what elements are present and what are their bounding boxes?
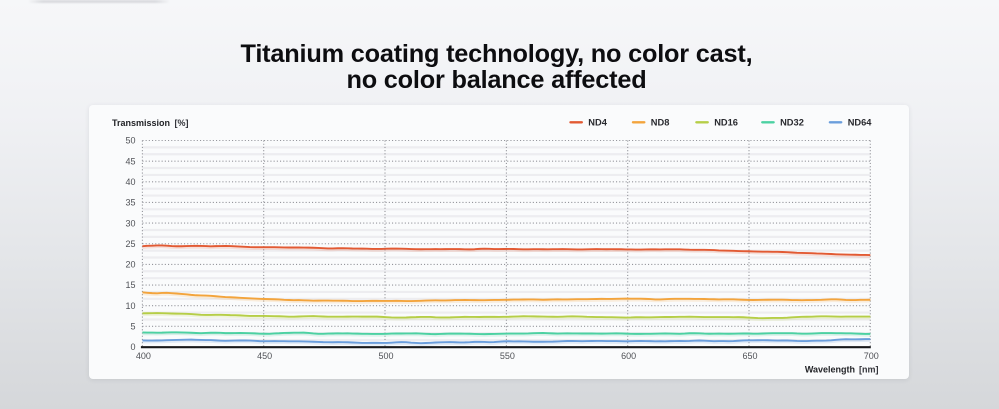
- svg-text:ND32: ND32: [780, 118, 804, 128]
- svg-text:50: 50: [125, 136, 135, 146]
- svg-text:[nm]: [nm]: [859, 365, 879, 375]
- svg-text:550: 550: [500, 351, 515, 361]
- svg-text:ND64: ND64: [848, 118, 873, 128]
- svg-text:20: 20: [125, 260, 135, 270]
- svg-text:400: 400: [136, 351, 151, 361]
- svg-text:10: 10: [125, 301, 135, 311]
- svg-text:Transmission: Transmission: [112, 118, 170, 128]
- svg-text:5: 5: [130, 322, 135, 332]
- svg-text:40: 40: [125, 177, 135, 187]
- svg-text:0: 0: [130, 342, 135, 352]
- svg-text:ND16: ND16: [714, 118, 738, 128]
- svg-text:[%]: [%]: [175, 118, 189, 128]
- svg-text:700: 700: [864, 351, 879, 361]
- svg-text:25: 25: [125, 239, 135, 249]
- svg-text:600: 600: [621, 351, 636, 361]
- svg-text:ND4: ND4: [588, 118, 607, 128]
- svg-text:30: 30: [125, 218, 135, 228]
- svg-text:ND8: ND8: [651, 118, 670, 128]
- svg-text:Wavelength: Wavelength: [805, 365, 855, 375]
- svg-text:500: 500: [378, 351, 393, 361]
- svg-text:45: 45: [125, 156, 135, 166]
- svg-text:650: 650: [742, 351, 757, 361]
- svg-text:15: 15: [125, 280, 135, 290]
- svg-text:450: 450: [257, 351, 272, 361]
- svg-text:35: 35: [125, 198, 135, 208]
